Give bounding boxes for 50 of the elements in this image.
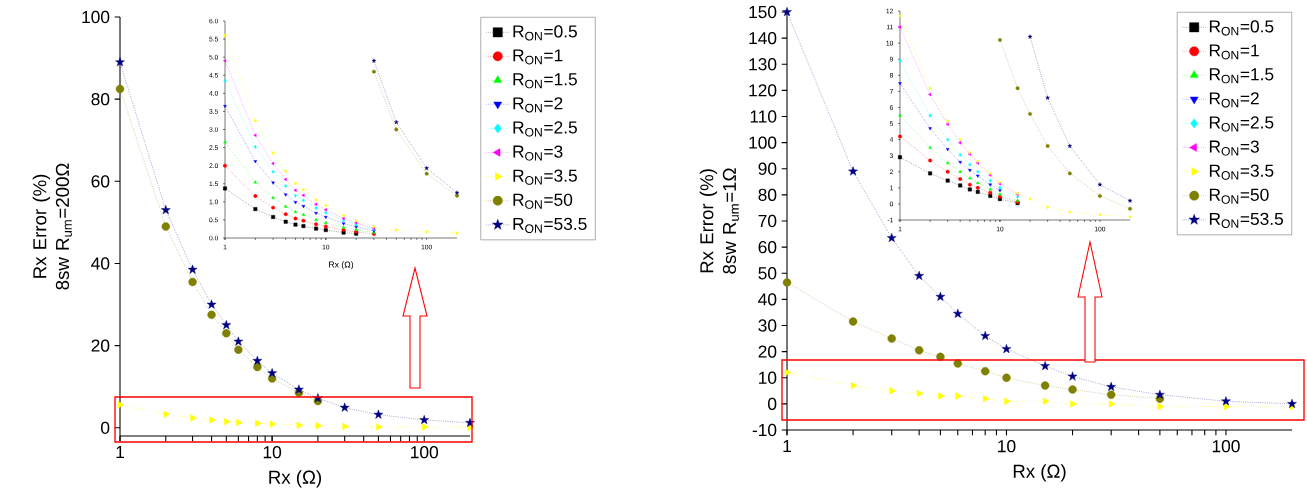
y-tick-label: 130: [749, 58, 777, 71]
legend-label: R$_{ON}$=0.5: [1209, 20, 1274, 36]
y-tick-label: 150: [749, 5, 777, 19]
legend-label: R$_{ON}$=53.5: [1209, 212, 1284, 228]
y-tick-label: 140: [749, 31, 777, 45]
y-tick-label: 100: [749, 136, 777, 149]
y-tick-label: 110: [750, 110, 777, 123]
legend-label: R$_{ON}$=3: [513, 145, 563, 161]
legend-label: R$_{ON}$=1: [513, 49, 563, 65]
y-tick-label: 100: [82, 10, 110, 24]
y-tick-label: 30: [758, 319, 777, 332]
legend-label: R$_{ON}$=0.5: [513, 25, 577, 41]
x-tick-label: 100: [411, 446, 439, 459]
y-tick-label: 50: [758, 267, 777, 280]
y-tick-label: 60: [758, 240, 777, 254]
y-tick-label: 120: [749, 84, 777, 97]
legend-label: R$_{ON}$=3: [1209, 140, 1259, 156]
y-tick-label: 10: [759, 371, 777, 384]
y-tick-label: 60: [91, 175, 110, 188]
x-axis-title: Rx (Ω): [269, 470, 322, 488]
y-tick-label: 40: [758, 293, 777, 306]
legend-label: R$_{ON}$=53.5: [513, 217, 587, 233]
x-tick-label: 10: [998, 440, 1016, 453]
x-axis-title: Rx (Ω): [329, 261, 354, 270]
legend-label: R$_{ON}$=3.5: [513, 169, 577, 185]
y-tick-label: 20: [91, 339, 110, 352]
x-tick-label: 10: [263, 446, 282, 459]
x-tick-label: 100: [1212, 440, 1240, 453]
legend-label: R$_{ON}$=50: [1209, 188, 1269, 204]
legend-label: R$_{ON}$=2: [1209, 92, 1259, 108]
y-tick-label: 90: [758, 162, 777, 175]
x-tick-label: 1: [116, 446, 124, 458]
legend-label: R$_{ON}$=1: [1209, 44, 1259, 60]
y-tick-label: 70: [758, 214, 777, 228]
y-tick-label: 80: [91, 93, 110, 106]
x-tick-label: 1: [783, 440, 791, 452]
legend-label: R$_{ON}$=3.5: [1209, 164, 1274, 180]
y-tick-label: 40: [91, 257, 110, 270]
legend-label: R$_{ON}$=2.5: [513, 121, 577, 137]
legend-label: R$_{ON}$=2: [513, 97, 563, 113]
legend-label: R$_{ON}$=50: [513, 193, 573, 209]
legend-label: R$_{ON}$=1.5: [513, 73, 577, 89]
y-tick-label: 20: [758, 345, 777, 358]
y-tick-label: 80: [758, 188, 777, 202]
x-axis-title: Rx (Ω): [1013, 464, 1066, 482]
y-tick-label: -10: [752, 423, 777, 437]
y-tick-label: 0: [101, 421, 110, 434]
legend-label: R$_{ON}$=1.5: [1209, 68, 1274, 84]
legend-label: R$_{ON}$=2.5: [1209, 116, 1274, 132]
y-tick-label: 0: [768, 397, 777, 411]
